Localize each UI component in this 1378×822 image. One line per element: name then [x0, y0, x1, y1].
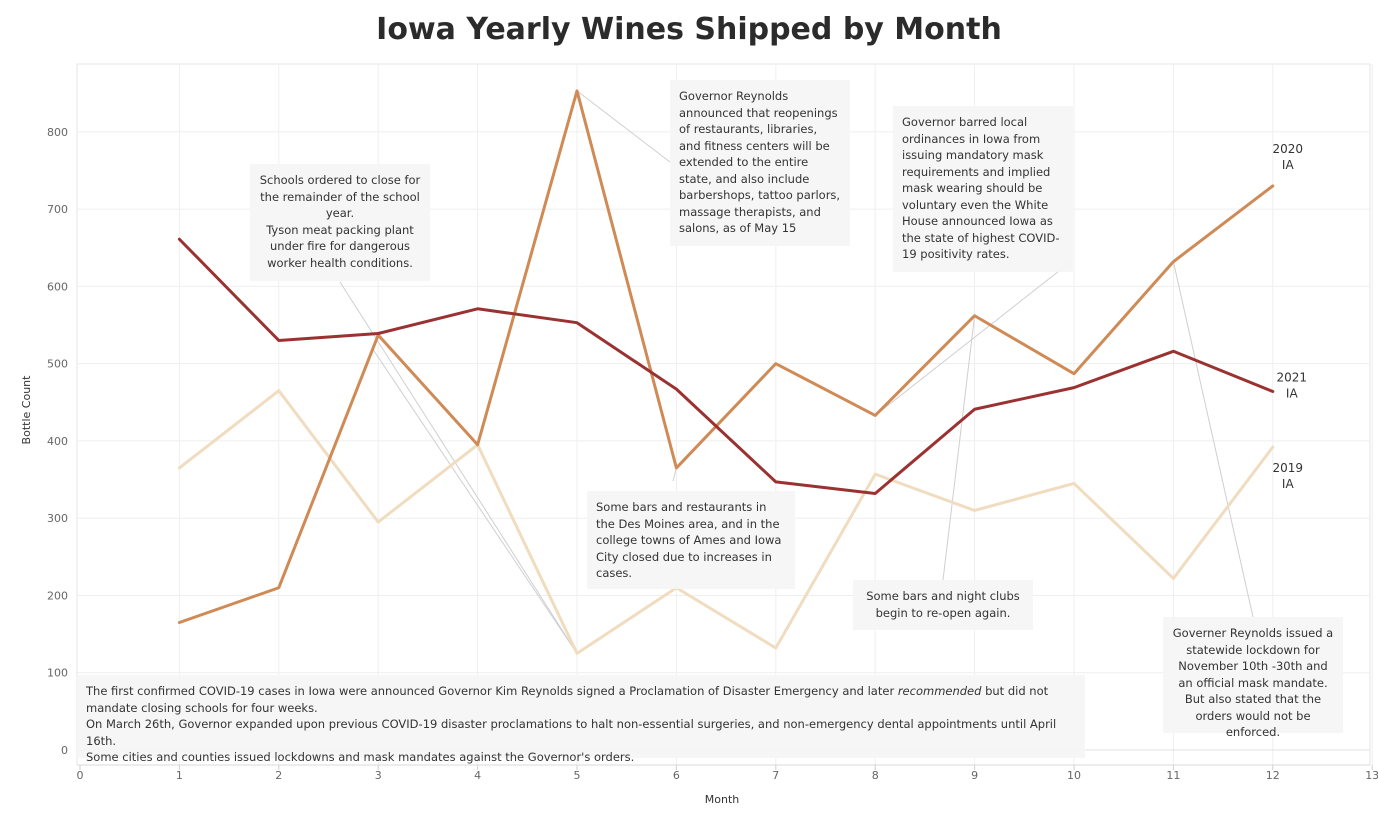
annotation-may: Governor Reynolds announced that reopeni… — [670, 80, 850, 246]
series-region-label-2020: IA — [1282, 158, 1295, 172]
x-axis-title: Month — [705, 793, 740, 806]
annotation-early-covid-line2: On March 26th, Governor expanded upon pr… — [86, 717, 1057, 748]
x-tick-label: 6 — [673, 769, 680, 782]
annotation-leader — [874, 259, 1074, 416]
annotation-november: Governer Reynolds issued a statewide loc… — [1163, 617, 1343, 739]
x-tick-label: 8 — [872, 769, 879, 782]
annotation-june: Some bars and restaurants in the Des Moi… — [587, 491, 795, 589]
x-tick-label: 4 — [474, 769, 481, 782]
annotation-leader — [371, 347, 578, 654]
annotation-leader — [672, 467, 677, 482]
y-tick-label: 200 — [47, 589, 68, 602]
y-tick-label: 800 — [47, 126, 68, 139]
annotation-may-text: Governor Reynolds announced that reopeni… — [679, 89, 841, 235]
annotation-early-covid: The first confirmed COVID-19 cases in Io… — [77, 675, 1085, 764]
y-tick-label: 400 — [47, 435, 68, 448]
y-tick-label: 600 — [47, 280, 68, 293]
annotation-august: Governor barred local ordinances in Iowa… — [893, 106, 1073, 272]
series-region-label-2021: IA — [1286, 386, 1299, 400]
series-label-2020: 2020 — [1273, 142, 1304, 156]
x-tick-label: 12 — [1266, 769, 1280, 782]
series-region-label-2019: IA — [1282, 477, 1295, 491]
series-line-2021 — [177, 237, 1275, 495]
annotation-leader — [576, 90, 671, 163]
x-tick-label: 0 — [77, 769, 84, 782]
annotation-march-text: Schools ordered to close for the remaind… — [259, 173, 421, 270]
series-label-2021: 2021 — [1277, 370, 1308, 384]
annotation-september: Some bars and night clubs begin to re-op… — [853, 580, 1033, 630]
series-lines — [177, 89, 1275, 655]
annotation-march: Schools ordered to close for the remaind… — [250, 164, 430, 281]
annotation-september-text: Some bars and night clubs begin to re-op… — [866, 589, 1020, 620]
x-tick-label: 10 — [1067, 769, 1081, 782]
annotation-early-covid-line1: The first confirmed COVID-19 cases in Io… — [86, 684, 1049, 715]
x-tick-label: 2 — [275, 769, 282, 782]
x-tick-label: 9 — [971, 769, 978, 782]
series-line-2020 — [177, 89, 1275, 625]
y-axis-title: Bottle Count — [20, 375, 33, 445]
series-end-labels: 2019 IA 2020 IA 2021 IA — [1273, 142, 1308, 491]
annotation-leader-lines — [339, 90, 1254, 654]
x-tick-label: 7 — [772, 769, 779, 782]
series-label-2019: 2019 — [1273, 461, 1304, 475]
annotation-november-text: Governer Reynolds issued a statewide loc… — [1172, 626, 1334, 739]
annotation-june-text: Some bars and restaurants in the Des Moi… — [596, 500, 782, 580]
x-tick-label: 1 — [176, 769, 183, 782]
y-tick-label: 500 — [47, 358, 68, 371]
annotation-august-text: Governor barred local ordinances in Iowa… — [902, 115, 1060, 261]
annotation-early-covid-line3: Some cities and counties issued lockdown… — [86, 750, 635, 764]
x-tick-label: 3 — [375, 769, 382, 782]
y-tick-label: 0 — [61, 744, 68, 757]
y-tick-label: 100 — [47, 667, 68, 680]
x-tick-label: 5 — [574, 769, 581, 782]
annotation-leader — [942, 315, 976, 581]
chart-title: Iowa Yearly Wines Shipped by Month — [376, 12, 1002, 47]
annotation-leader — [1172, 261, 1254, 618]
x-tick-label: 11 — [1166, 769, 1180, 782]
y-tick-label: 700 — [47, 203, 68, 216]
series-line-2019 — [177, 389, 1275, 655]
y-tick-label: 300 — [47, 512, 68, 525]
x-tick-label: 13 — [1365, 769, 1378, 782]
annotation-leader — [339, 281, 578, 654]
axes: 0 1 2 3 4 5 6 7 8 9 10 11 12 130100200300400500600700… — [47, 126, 1378, 782]
